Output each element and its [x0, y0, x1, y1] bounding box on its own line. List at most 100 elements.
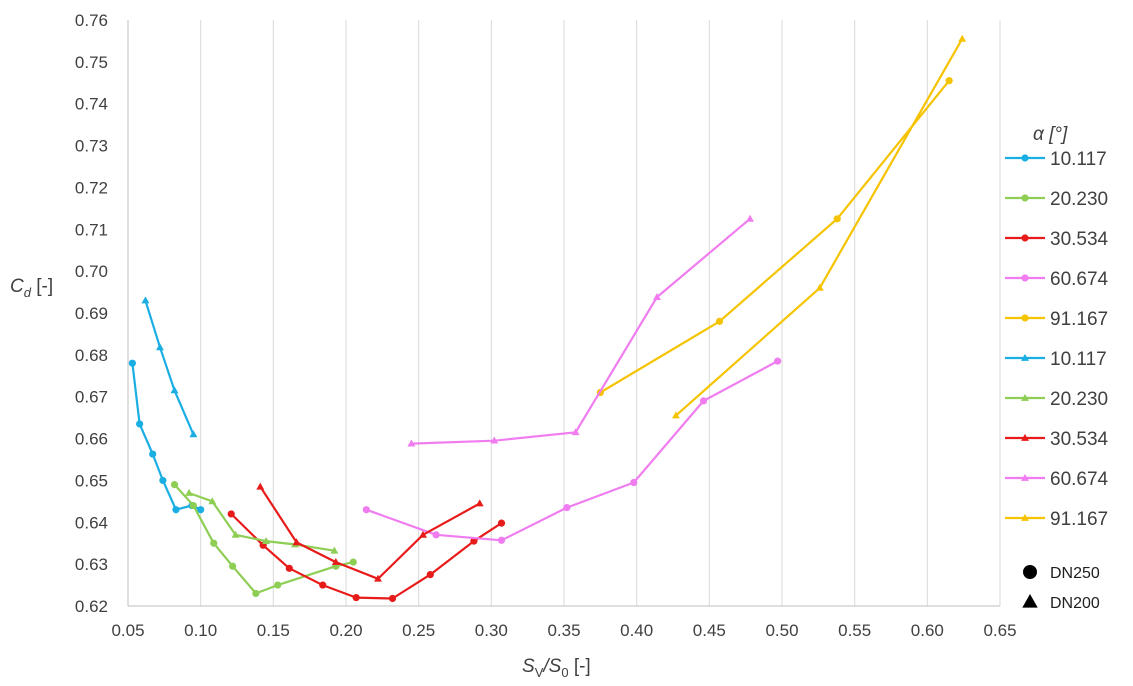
legend-entry: 10.117 — [1005, 349, 1107, 370]
x-axis-title-main: S — [522, 656, 535, 677]
data-point — [349, 558, 357, 566]
data-point — [419, 530, 427, 538]
data-point — [426, 571, 434, 579]
data-point — [470, 537, 478, 545]
data-point — [185, 488, 194, 496]
data-point — [159, 476, 167, 485]
series-line — [259, 486, 481, 580]
legend-label: 30.534 — [1050, 429, 1109, 450]
data-point — [630, 478, 638, 487]
series-triangle-60.674 — [407, 214, 754, 447]
y-tick-label: 0.66 — [75, 430, 108, 449]
legend-swatch-marker — [1021, 194, 1029, 202]
data-point — [292, 538, 301, 546]
data-point — [189, 501, 197, 510]
data-point — [563, 504, 571, 512]
triangle-marker-icon — [1022, 594, 1038, 608]
data-point — [149, 450, 157, 458]
x-axis-title: SV/S0 [-] — [522, 656, 591, 680]
marker-legend-DN200: DN200 — [1022, 594, 1100, 612]
legend-label: 60.674 — [1050, 269, 1109, 290]
y-tick-label: 0.75 — [75, 53, 108, 72]
legend-label: 91.167 — [1050, 309, 1108, 330]
x-axis-title-sub1: V — [535, 665, 544, 680]
data-point — [746, 214, 754, 222]
series-circle-91.167 — [596, 77, 953, 397]
legend-layer: 10.117 20.230 30.534 60.674 91.167 10.117 20.2… — [1005, 149, 1109, 612]
data-point — [432, 531, 440, 539]
data-point — [319, 581, 327, 589]
y-tick-label: 0.74 — [75, 95, 108, 114]
series-line — [173, 483, 354, 595]
y-tick-label: 0.69 — [75, 304, 108, 323]
data-point — [331, 557, 340, 565]
data-point — [208, 497, 217, 505]
data-point — [671, 411, 680, 419]
legend-label: 91.167 — [1050, 509, 1108, 530]
x-tick-label: 0.25 — [402, 621, 435, 640]
data-point — [189, 430, 198, 438]
data-point — [388, 594, 397, 603]
y-tick-label: 0.64 — [75, 513, 108, 532]
y-tick-label: 0.76 — [75, 11, 108, 30]
legend-swatch-marker — [1021, 234, 1029, 242]
legend-swatch-marker — [1021, 154, 1029, 162]
data-point — [170, 386, 179, 394]
legend-entry: 91.167 — [1005, 309, 1108, 330]
y-axis-title: Cd [-] — [10, 276, 53, 300]
legend-title: α [°] — [1033, 124, 1068, 145]
marker-legend-label: DN250 — [1050, 565, 1100, 582]
data-point — [352, 594, 360, 602]
data-point — [128, 359, 136, 367]
x-tick-label: 0.20 — [329, 621, 362, 640]
data-point — [197, 506, 205, 514]
x-tick-label: 0.50 — [765, 621, 798, 640]
legend-label: 30.534 — [1050, 229, 1109, 250]
data-point — [497, 519, 506, 527]
x-axis-title-sep: /S — [541, 656, 561, 677]
data-point — [715, 317, 724, 325]
x-tick-label: 0.10 — [184, 621, 217, 640]
x-tick-label: 0.30 — [475, 621, 508, 640]
data-point — [136, 420, 144, 428]
legend-entry: 20.230 — [1005, 389, 1108, 410]
data-point — [256, 482, 265, 490]
data-point — [252, 589, 260, 598]
data-point — [274, 581, 282, 589]
data-point — [475, 499, 484, 507]
x-tick-label: 0.40 — [620, 621, 653, 640]
legend-swatch-marker — [1021, 473, 1029, 481]
data-point — [227, 510, 235, 518]
x-tick-label: 0.55 — [838, 621, 871, 640]
x-axis-title-sub2: 0 — [561, 665, 568, 680]
data-point — [833, 215, 841, 223]
legend-label: 10.117 — [1050, 149, 1107, 170]
y-axis-title-main: C — [10, 276, 24, 297]
legend-entry: 60.674 — [1005, 269, 1109, 290]
series-line — [144, 300, 195, 435]
y-tick-label: 0.68 — [75, 346, 108, 365]
data-point — [285, 564, 293, 572]
circle-marker-icon — [1023, 565, 1037, 579]
axis-layer: 0.05 0.10 0.15 0.20 0.25 0.30 0.35 0.40 0.45 0.50… — [75, 11, 1017, 640]
x-tick-label: 0.05 — [111, 621, 144, 640]
marker-legend-DN250: DN250 — [1023, 565, 1100, 582]
data-point — [172, 506, 180, 514]
series-triangle-91.167 — [671, 34, 967, 419]
data-point — [774, 357, 782, 365]
y-tick-label: 0.62 — [75, 597, 108, 616]
data-point — [170, 481, 179, 489]
data-point — [141, 296, 150, 304]
data-point — [490, 436, 499, 444]
data-point — [699, 397, 708, 405]
data-point — [407, 439, 416, 447]
series-layer — [128, 34, 967, 603]
legend-entry: 60.674 — [1005, 469, 1109, 490]
series-triangle-10.117 — [141, 296, 198, 438]
y-axis-title-sub: d — [24, 285, 32, 300]
legend-label: 20.230 — [1050, 189, 1108, 210]
data-point — [231, 530, 240, 538]
legend-swatch-marker — [1021, 353, 1029, 361]
data-point — [210, 539, 218, 547]
